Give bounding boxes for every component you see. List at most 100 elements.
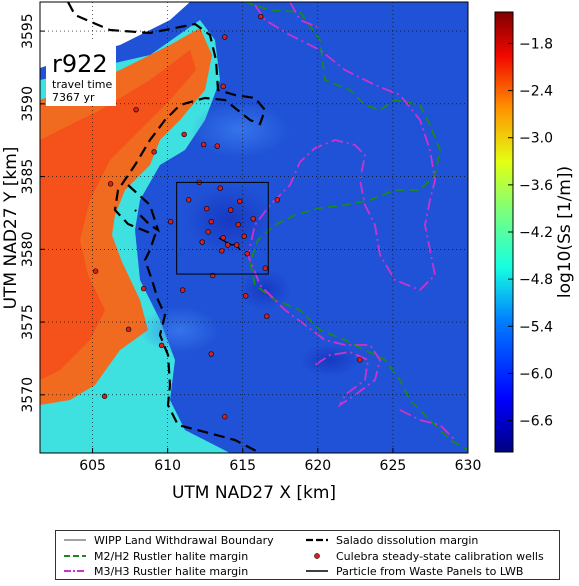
- legend-item-m3h3: M3/H3 Rustler halite margin: [64, 563, 248, 579]
- x-axis-label: UTM NAD27 X [km]: [172, 483, 336, 503]
- calibration-well-point: [220, 83, 226, 90]
- black-dashed-swatch: [306, 538, 328, 542]
- calibration-well-point: [107, 181, 114, 187]
- storativity-field: [40, 2, 468, 453]
- calibration-well-point: [250, 216, 256, 222]
- calibration-well-point: [357, 357, 363, 363]
- axes-frame: [39, 1, 469, 454]
- y-tick-label: 3590: [20, 86, 36, 122]
- wipp-boundary-box: [176, 181, 269, 275]
- calibration-well-point: [241, 233, 247, 239]
- colorbar-tick-label: −4.8: [519, 272, 553, 288]
- calibration-well-point: [214, 143, 220, 149]
- colorbar-tick-label: −4.2: [519, 225, 553, 241]
- salado-margin-line: [127, 184, 160, 233]
- calibration-well-point: [203, 205, 210, 212]
- calibration-well-point: [158, 342, 165, 349]
- calibration-well-point: [237, 198, 243, 205]
- calibration-well-point: [264, 313, 270, 319]
- calibration-well-point: [92, 268, 99, 274]
- calibration-well-point: [222, 34, 228, 40]
- calibration-well-point: [235, 221, 241, 228]
- calibration-well-point: [244, 250, 250, 257]
- legend-label: Particle from Waste Panels to LWB: [336, 564, 524, 578]
- calibration-wells: [92, 13, 363, 420]
- calibration-well-point: [179, 287, 186, 293]
- black-line-swatch: [306, 570, 328, 572]
- colorbar-tick-label: −1.8: [519, 36, 553, 52]
- calibration-well-point: [274, 197, 280, 203]
- m3h3-margin-line: [247, 4, 436, 408]
- calibration-well-point: [234, 242, 240, 248]
- calibration-well-point: [222, 413, 228, 420]
- colorbar-label: log10(Ss [1/m]): [555, 166, 575, 298]
- legend-item-wells: Culebra steady-state calibration wells: [306, 548, 544, 564]
- x-tick-label: 620: [304, 458, 331, 474]
- calibration-well-point: [101, 393, 108, 399]
- calibration-well-point: [208, 351, 214, 357]
- field-dark-patch: [300, 344, 360, 376]
- travel-time-label: travel time: [52, 78, 112, 91]
- legend-label: M3/H3 Rustler halite margin: [94, 564, 249, 578]
- legend-item-salado: Salado dissolution margin: [306, 532, 478, 548]
- legend-item-m2h2: M2/H2 Rustler halite margin: [64, 548, 248, 564]
- calibration-well-point: [151, 149, 157, 155]
- run-label: r922: [52, 50, 108, 78]
- field-light-patch: [140, 306, 220, 354]
- calibration-well-point: [200, 141, 207, 148]
- calibration-well-point: [225, 242, 231, 248]
- calibration-well-point: [243, 293, 249, 299]
- thin-line-swatch: [64, 539, 86, 541]
- colorbar-tick-label: −5.4: [519, 319, 553, 335]
- x-tick-label: 625: [380, 458, 407, 474]
- calibration-well-point: [217, 185, 223, 191]
- calibration-well-point: [258, 13, 264, 20]
- field-light-patch: [190, 102, 290, 158]
- green-dashed-swatch: [64, 555, 86, 557]
- legend-item-particle: Particle from Waste Panels to LWB: [306, 563, 523, 579]
- calibration-well-point: [181, 131, 187, 138]
- y-tick-label: 3585: [20, 159, 36, 195]
- calibration-well-point: [205, 229, 211, 235]
- m3h3-margin-line: [399, 409, 456, 441]
- x-tick-label: 615: [229, 458, 256, 474]
- x-axis-ticks: 605 610 615 620 625 630: [79, 448, 481, 474]
- m2h2-margin-line: [244, 2, 468, 451]
- y-axis-label: UTM NAD27 Y [km]: [1, 147, 21, 310]
- colorbar-tick-label: −2.4: [519, 84, 553, 100]
- calibration-well-point: [133, 106, 139, 113]
- x-tick-label: 605: [79, 458, 106, 474]
- calibration-well-point: [167, 218, 174, 225]
- calibration-well-point: [262, 265, 268, 271]
- colorbar-tick-label: −3.0: [519, 131, 553, 147]
- m3h3-margin-line: [289, 2, 321, 29]
- map-grid: [40, 2, 469, 453]
- colorbar-tick-label: −6.6: [519, 414, 553, 430]
- legend-label: WIPP Land Withdrawal Boundary: [94, 533, 274, 547]
- calibration-well-point: [199, 239, 205, 245]
- calibration-well-point: [220, 234, 226, 241]
- travel-time-value: 7367 yr: [52, 91, 95, 104]
- legend-label: Culebra steady-state calibration wells: [336, 549, 544, 563]
- colorbar-tick-label: −6.0: [519, 366, 553, 382]
- calibration-well-point: [140, 285, 147, 292]
- legend: WIPP Land Withdrawal Boundary M2/H2 Rust…: [55, 530, 560, 580]
- y-tick-label: 3580: [20, 232, 36, 268]
- colorbar-ticks: −1.8 −2.4 −3.0 −3.6 −4.2 −4.8 −5.4 −6.0 −6.6: [508, 36, 553, 430]
- y-tick-label: 3570: [20, 377, 36, 413]
- red-dot-swatch: [314, 553, 320, 559]
- field-orange-inner: [40, 50, 196, 380]
- calibration-well-point: [228, 207, 234, 213]
- calibration-well-point: [125, 326, 132, 333]
- salado-margin-line: [67, 2, 267, 453]
- legend-label: M2/H2 Rustler halite margin: [94, 549, 249, 563]
- run-label-box: [46, 40, 116, 106]
- y-axis-ticks: 3570 3575 3580 3585 3590 3595: [20, 13, 45, 413]
- calibration-well-point: [185, 197, 192, 203]
- y-tick-label: 3575: [20, 304, 36, 340]
- calibration-well-point: [208, 218, 214, 225]
- x-tick-label: 630: [455, 458, 482, 474]
- y-tick-label: 3595: [20, 13, 36, 49]
- magenta-dashdot-swatch: [64, 570, 86, 572]
